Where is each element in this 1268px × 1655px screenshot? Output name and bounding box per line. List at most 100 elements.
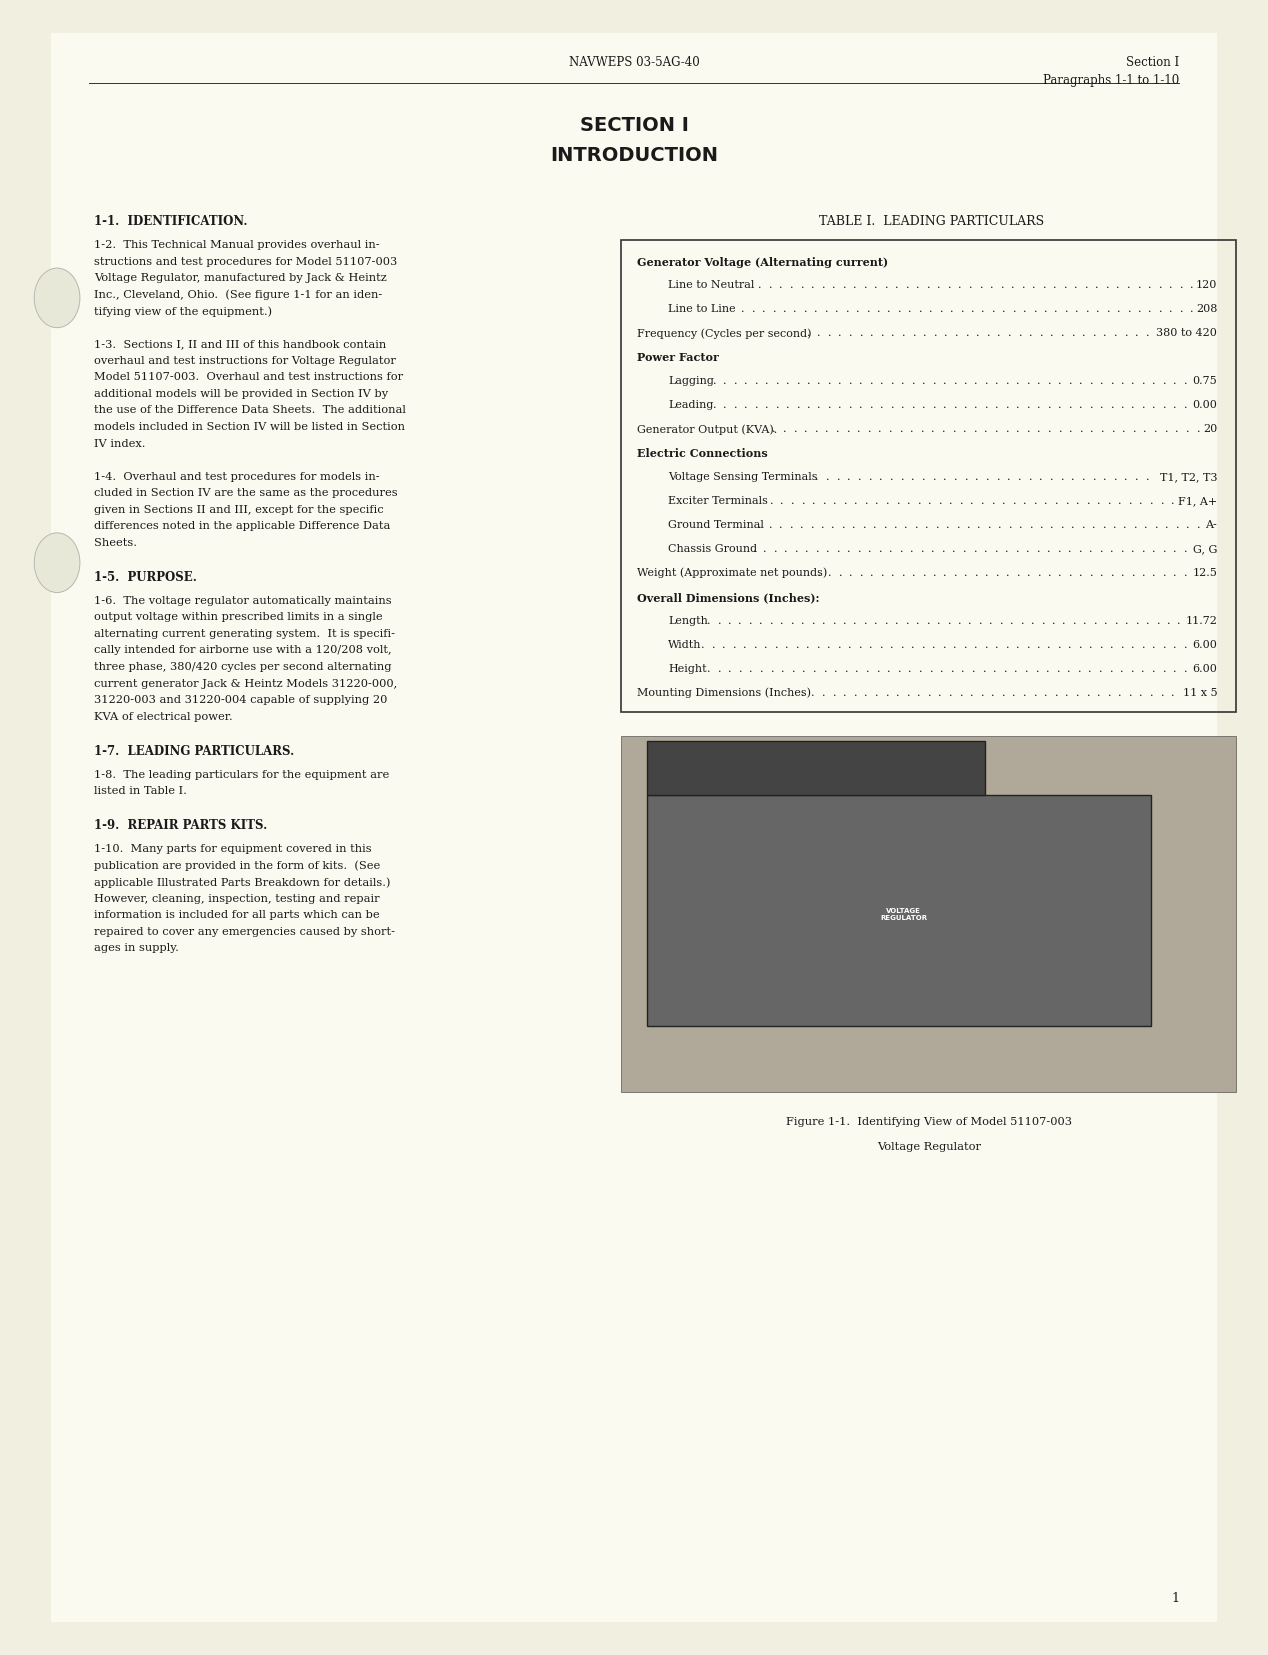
Text: .: . — [908, 305, 912, 314]
Text: .: . — [1088, 664, 1092, 674]
Text: .: . — [918, 496, 921, 506]
Text: .: . — [739, 664, 742, 674]
Text: 6.00: 6.00 — [1192, 664, 1217, 674]
Text: .: . — [1007, 472, 1011, 482]
Text: current generator Jack & Heintz Models 31220-000,: current generator Jack & Heintz Models 3… — [94, 679, 397, 688]
Text: .: . — [847, 544, 851, 554]
Text: .: . — [838, 640, 841, 650]
Text: .: . — [988, 520, 992, 530]
Text: .: . — [1097, 496, 1101, 506]
Text: .: . — [733, 640, 737, 650]
Text: .: . — [1087, 496, 1090, 506]
Text: .: . — [713, 376, 716, 386]
Text: .: . — [1050, 520, 1054, 530]
Text: .: . — [912, 376, 915, 386]
Text: .: . — [1163, 664, 1167, 674]
Text: ages in supply.: ages in supply. — [94, 943, 179, 953]
Text: .: . — [817, 640, 820, 650]
Text: .: . — [812, 280, 814, 291]
Text: .: . — [989, 616, 993, 626]
Text: .: . — [1148, 280, 1151, 291]
Text: Paragraphs 1-1 to 1-10: Paragraphs 1-1 to 1-10 — [1044, 74, 1179, 88]
Text: .: . — [1027, 568, 1031, 578]
Text: .: . — [828, 568, 832, 578]
Text: .: . — [801, 688, 804, 698]
Text: .: . — [822, 688, 825, 698]
Text: .: . — [922, 640, 926, 650]
Text: .: . — [1047, 568, 1051, 578]
Text: .: . — [850, 568, 853, 578]
Text: .: . — [1078, 664, 1082, 674]
Text: .: . — [1013, 305, 1016, 314]
Text: Section I: Section I — [1126, 56, 1179, 70]
Text: .: . — [782, 424, 786, 434]
Text: .: . — [1118, 688, 1122, 698]
Text: 11 x 5: 11 x 5 — [1183, 688, 1217, 698]
Text: listed in Table I.: listed in Table I. — [94, 786, 186, 796]
Text: Overall Dimensions (Inches):: Overall Dimensions (Inches): — [637, 592, 819, 602]
Text: .: . — [1087, 688, 1090, 698]
Text: .: . — [1111, 568, 1115, 578]
Text: 1-1.  IDENTIFICATION.: 1-1. IDENTIFICATION. — [94, 215, 247, 228]
Text: .: . — [1150, 688, 1154, 698]
Text: .: . — [806, 328, 810, 338]
Text: .: . — [723, 640, 725, 650]
Text: .: . — [1059, 401, 1061, 410]
Text: .: . — [921, 424, 924, 434]
Text: .: . — [1108, 496, 1111, 506]
Text: .: . — [922, 472, 926, 482]
Text: .: . — [818, 568, 822, 578]
Text: 31220-003 and 31220-004 capable of supplying 20: 31220-003 and 31220-004 capable of suppl… — [94, 695, 387, 705]
Text: .: . — [954, 568, 957, 578]
Text: .: . — [912, 401, 915, 410]
Text: .: . — [1025, 664, 1028, 674]
Text: .: . — [1092, 520, 1096, 530]
Text: .: . — [1173, 544, 1177, 554]
Text: .: . — [1142, 568, 1145, 578]
Text: .: . — [973, 664, 975, 674]
Text: .: . — [943, 568, 947, 578]
Text: .: . — [946, 520, 950, 530]
Text: .: . — [1017, 568, 1019, 578]
Text: .: . — [1040, 472, 1042, 482]
Bar — [621, 240, 1236, 712]
Text: .: . — [1089, 640, 1093, 650]
Text: .: . — [891, 568, 895, 578]
Text: .: . — [923, 328, 927, 338]
Text: .: . — [1050, 472, 1054, 482]
Text: .: . — [1021, 616, 1025, 626]
Text: .: . — [770, 496, 773, 506]
Text: Weight (Approximate net pounds): Weight (Approximate net pounds) — [637, 568, 827, 579]
Text: .: . — [734, 376, 737, 386]
Text: .: . — [1144, 424, 1148, 434]
Text: .: . — [1004, 664, 1007, 674]
Text: .: . — [860, 401, 862, 410]
Text: .: . — [713, 401, 716, 410]
Text: Width: Width — [668, 640, 701, 650]
Text: .: . — [1033, 688, 1037, 698]
Text: .: . — [1079, 544, 1082, 554]
Text: .: . — [801, 496, 805, 506]
Text: .: . — [1169, 305, 1173, 314]
Text: .: . — [1197, 424, 1200, 434]
Text: .: . — [899, 424, 903, 434]
Text: .: . — [1069, 568, 1073, 578]
Text: .: . — [915, 520, 918, 530]
Text: Line to Neutral: Line to Neutral — [668, 280, 754, 291]
Text: .: . — [1160, 688, 1164, 698]
Text: .: . — [1016, 424, 1019, 434]
Text: .: . — [846, 305, 850, 314]
Text: 120: 120 — [1196, 280, 1217, 291]
Text: .: . — [969, 616, 971, 626]
Text: Leading: Leading — [668, 401, 714, 410]
Text: differences noted in the applicable Difference Data: differences noted in the applicable Diff… — [94, 521, 391, 531]
Text: .: . — [1134, 520, 1137, 530]
Text: .: . — [1184, 544, 1187, 554]
Text: .: . — [837, 544, 841, 554]
Text: .: . — [806, 401, 810, 410]
Text: .: . — [856, 305, 860, 314]
Text: .: . — [1136, 616, 1139, 626]
Text: additional models will be provided in Section IV by: additional models will be provided in Se… — [94, 389, 388, 399]
Text: .: . — [1075, 305, 1079, 314]
Text: .: . — [976, 328, 980, 338]
